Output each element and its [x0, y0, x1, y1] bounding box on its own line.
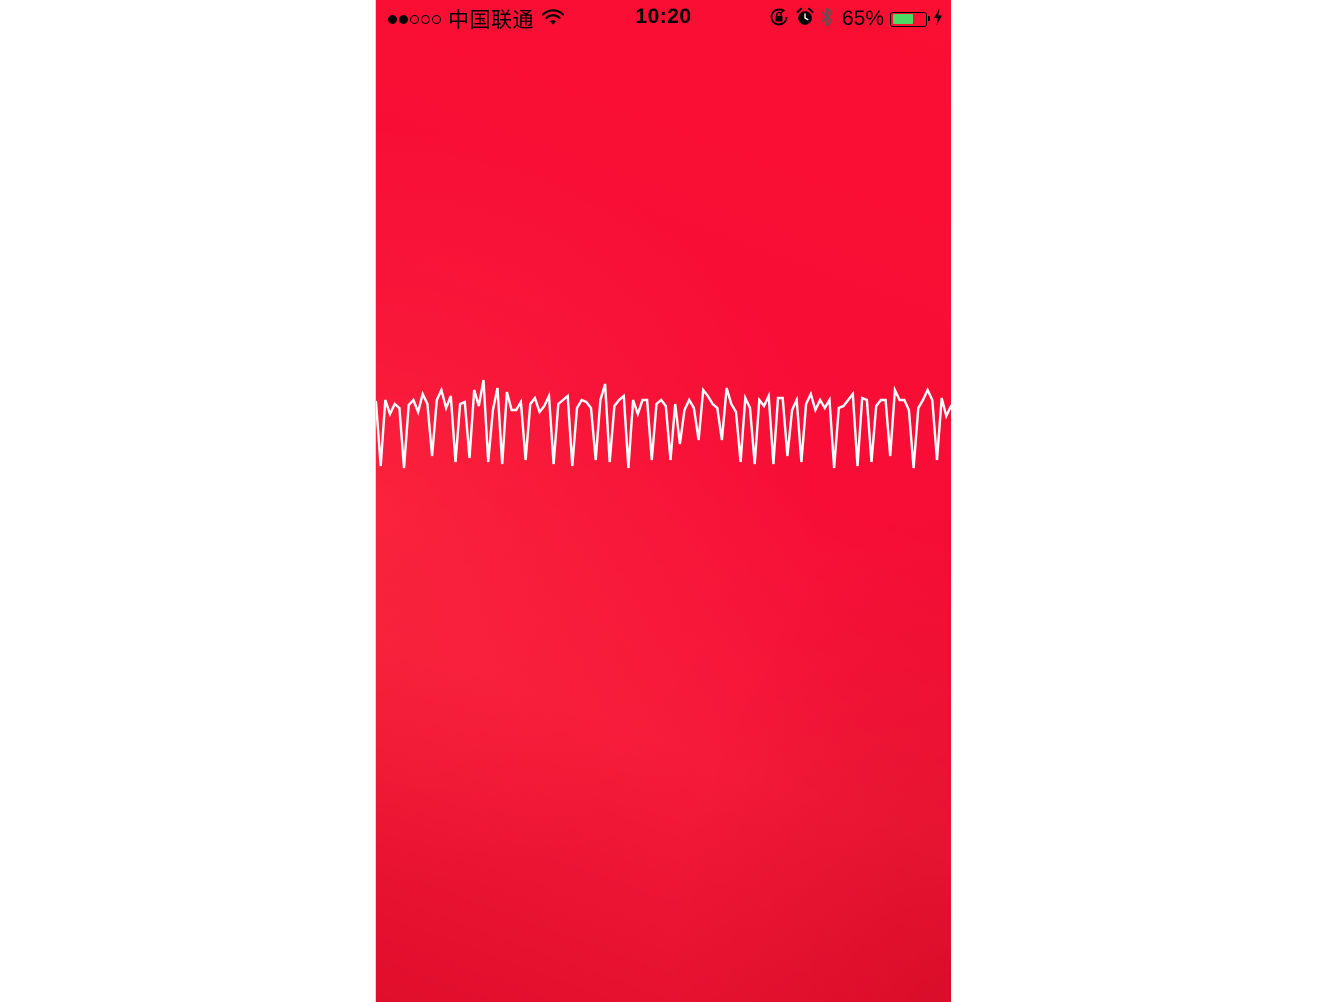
carrier-name: 中国联通 [448, 9, 534, 32]
waveform-line [376, 379, 951, 469]
signal-dot [432, 14, 441, 24]
bluetooth-icon [820, 6, 834, 33]
signal-dot [421, 14, 430, 24]
status-left: 中国联通 [388, 6, 565, 32]
signal-strength-indicator [388, 14, 441, 24]
charging-icon [933, 8, 943, 31]
battery-level-fill [892, 14, 914, 24]
phone-screen: 中国联通 10:20 [375, 0, 951, 1002]
rotation-lock-icon [768, 7, 790, 32]
signal-dot [399, 14, 408, 24]
wifi-icon [541, 8, 565, 30]
clock: 10:20 [635, 5, 692, 28]
signal-dot [410, 14, 419, 24]
status-bar: 中国联通 10:20 [376, 0, 951, 38]
audio-waveform [376, 379, 951, 469]
battery-percentage: 65% [841, 7, 884, 30]
status-right: 65% [768, 6, 943, 32]
alarm-icon [796, 7, 814, 32]
signal-dot [388, 14, 397, 24]
battery-icon [890, 11, 930, 27]
